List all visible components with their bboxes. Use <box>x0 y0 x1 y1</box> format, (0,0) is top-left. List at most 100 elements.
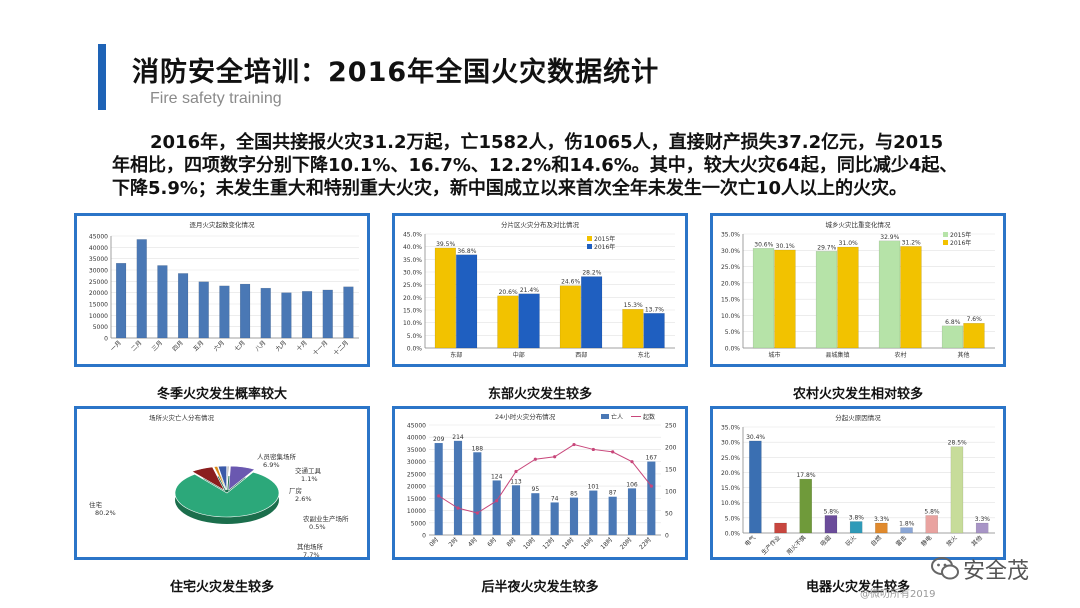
y-tick-label: 0.0% <box>725 531 741 538</box>
data-label: 30.1% <box>776 243 795 250</box>
x-tick-label: 五月 <box>192 339 205 352</box>
data-label: 101 <box>588 484 600 491</box>
data-label: 167 <box>646 455 658 462</box>
x-tick-label: 0时 <box>427 536 440 549</box>
data-label: 188 <box>472 445 484 452</box>
data-label: 31.0% <box>839 240 858 247</box>
data-label: 3.8% <box>849 514 865 521</box>
summary-line-1: 2016年，全国共接报火灾31.2万起，亡1582人，伤1065人，直接财产损失… <box>150 132 944 153</box>
data-label: 214 <box>452 434 464 441</box>
y-tick-label: 10.0% <box>403 320 422 327</box>
x-tick-label: 九月 <box>274 339 288 353</box>
bar <box>301 291 313 339</box>
y-tick-label: 35000 <box>89 256 108 263</box>
data-label: 32.9% <box>880 234 899 241</box>
bar <box>627 488 637 535</box>
caption-monthly: 冬季火灾发生概率较大 <box>156 387 287 402</box>
bar <box>511 485 521 535</box>
chart-regional-fires: 分片区火灾分布及对比情况 0.0% 5.0% 10.0% 15.0% 20.0% 25.0%… <box>392 213 688 367</box>
data-label: 30.6% <box>754 241 773 248</box>
y-tick-label: 30000 <box>89 268 108 275</box>
x-tick-label: 其他 <box>957 351 969 359</box>
pie-slice <box>174 471 280 518</box>
chart-title: 逐月火灾起数变化情况 <box>190 220 256 229</box>
x-tick-label: 西部 <box>575 351 587 359</box>
y-tick-label: 30.0% <box>403 270 422 277</box>
x-tick-label: 10时 <box>521 536 536 551</box>
pie-value: 1.1% <box>301 475 318 483</box>
bar <box>219 285 230 339</box>
data-label: 87 <box>609 490 617 497</box>
y-tick-label: 45000 <box>89 234 108 241</box>
y-tick-label: 10.0% <box>721 313 740 320</box>
x-tick-label: 16时 <box>579 536 594 551</box>
x-tick-label: 十二月 <box>332 339 350 357</box>
pie-label: 厂房 <box>289 486 302 495</box>
wechat-icon <box>931 557 959 580</box>
legend-label: 2016年 <box>950 239 971 247</box>
line-point <box>553 455 557 459</box>
data-label: 1.8% <box>899 521 915 528</box>
bar <box>281 292 292 339</box>
y-tick-label: 0.0% <box>725 346 741 353</box>
y-tick-label: 30.0% <box>721 440 740 447</box>
bar <box>824 515 838 534</box>
bar <box>941 325 964 349</box>
x-tick-label: 八月 <box>254 339 267 352</box>
chart-title: 分起火原因情况 <box>835 413 881 422</box>
x-tick-label: 自燃 <box>869 534 883 548</box>
data-label: 15.3% <box>624 302 643 309</box>
x-tick-label: 14时 <box>560 536 575 551</box>
title-accent-bar <box>98 44 106 110</box>
bar <box>550 502 559 535</box>
caption-venue: 住宅火灾发生较多 <box>169 580 274 595</box>
y-tick-label: 25000 <box>89 279 108 286</box>
bar <box>950 446 964 534</box>
pie-slice <box>226 465 230 491</box>
data-label: 3.3% <box>874 516 890 523</box>
bar <box>434 443 443 535</box>
bar <box>456 254 478 349</box>
bar <box>589 490 598 535</box>
y-tick-label: 5.0% <box>725 515 741 522</box>
chart-title: 场所火灾亡人分布情况 <box>149 413 215 422</box>
bar <box>837 246 859 349</box>
bar <box>608 496 617 535</box>
line-point <box>591 447 595 452</box>
x-tick-label: 生产作业 <box>760 534 783 557</box>
pie-slice <box>213 466 227 491</box>
pie-slice <box>191 466 226 492</box>
y-tick-label: 15000 <box>407 496 426 503</box>
y-tick-label: 35000 <box>407 447 426 454</box>
bar <box>815 251 838 349</box>
bar <box>569 497 579 535</box>
chart-title: 城乡火灾比重变化情况 <box>826 220 892 229</box>
y-tick-label: 40000 <box>89 245 108 252</box>
data-label: 113 <box>510 478 522 485</box>
x-tick-label: 一月 <box>109 339 122 352</box>
bar <box>963 323 985 349</box>
legend-label: 2015年 <box>950 231 971 239</box>
y-tick-label: 20000 <box>89 290 108 297</box>
bar <box>749 440 762 534</box>
caption-24h: 后半夜火灾发生较多 <box>481 580 599 595</box>
bar <box>774 522 787 534</box>
y-tick-label: 0 <box>422 533 426 540</box>
line-point <box>630 460 634 464</box>
data-label: 95 <box>532 486 540 493</box>
data-label: 20.6% <box>499 289 518 296</box>
data-label: 209 <box>433 436 445 443</box>
y2-tick-label: 200 <box>665 445 677 452</box>
chart-causes-svg: 分起火原因情况 0.0% 5.0% 10.0% 15.0% 20.0% 25.0% 30.0%… <box>721 413 995 557</box>
bar <box>434 247 456 349</box>
x-tick-label: 县城集镇 <box>825 351 849 359</box>
line-point <box>456 506 460 510</box>
chart-urban-rural: 城乡火灾比重变化情况 0.0% 5.0% 10.0% 15.0% 20.0% 25.0% 30… <box>710 213 1006 367</box>
y-tick-label: 45.0% <box>403 232 422 239</box>
caption-regional: 东部火灾发生较多 <box>487 387 592 402</box>
bar <box>518 293 540 349</box>
x-tick-label: 十一月 <box>311 339 329 357</box>
data-label: 3.3% <box>975 516 991 523</box>
line-point <box>649 484 653 488</box>
bar <box>581 276 603 349</box>
